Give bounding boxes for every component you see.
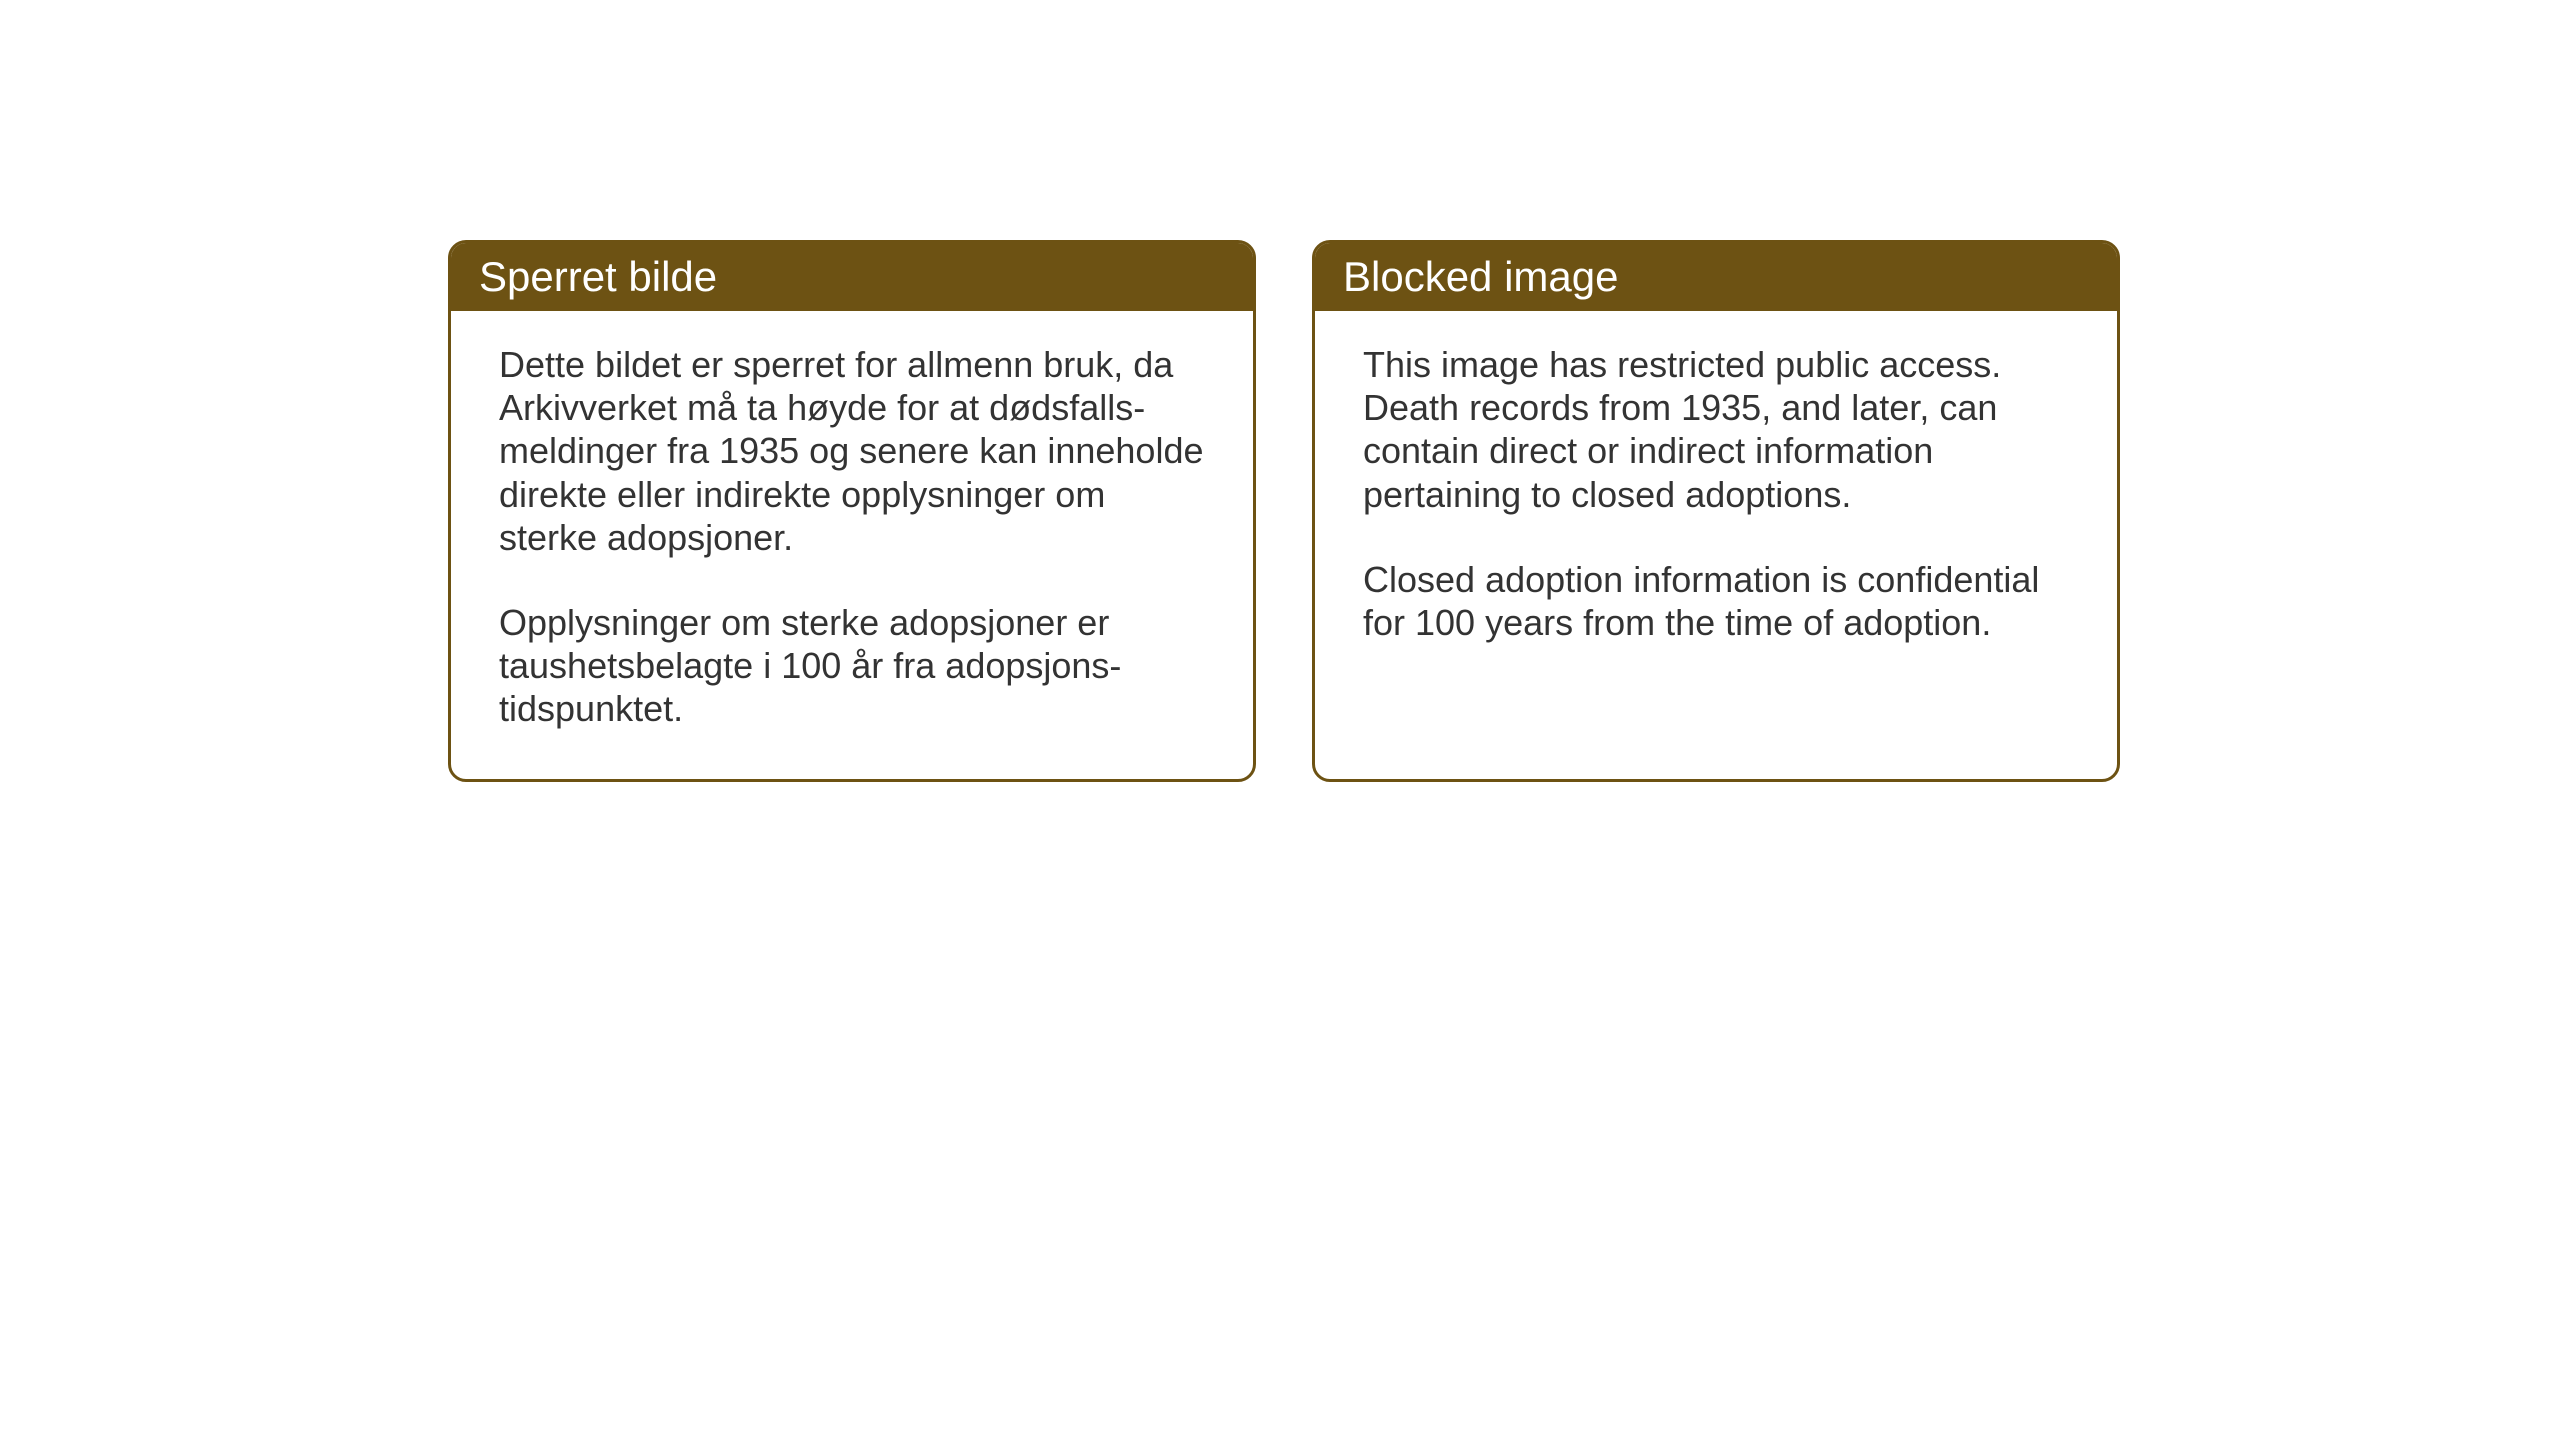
card-header-norwegian: Sperret bilde: [451, 243, 1253, 311]
card-body-norwegian: Dette bildet er sperret for allmenn bruk…: [451, 311, 1253, 779]
card-paragraph: Closed adoption information is confident…: [1363, 558, 2069, 644]
card-title: Sperret bilde: [479, 253, 717, 300]
card-paragraph: This image has restricted public access.…: [1363, 343, 2069, 516]
card-paragraph: Dette bildet er sperret for allmenn bruk…: [499, 343, 1205, 559]
card-title: Blocked image: [1343, 253, 1618, 300]
cards-container: Sperret bilde Dette bildet er sperret fo…: [448, 240, 2120, 782]
card-english: Blocked image This image has restricted …: [1312, 240, 2120, 782]
card-norwegian: Sperret bilde Dette bildet er sperret fo…: [448, 240, 1256, 782]
card-header-english: Blocked image: [1315, 243, 2117, 311]
card-body-english: This image has restricted public access.…: [1315, 311, 2117, 692]
card-paragraph: Opplysninger om sterke adopsjoner er tau…: [499, 601, 1205, 731]
